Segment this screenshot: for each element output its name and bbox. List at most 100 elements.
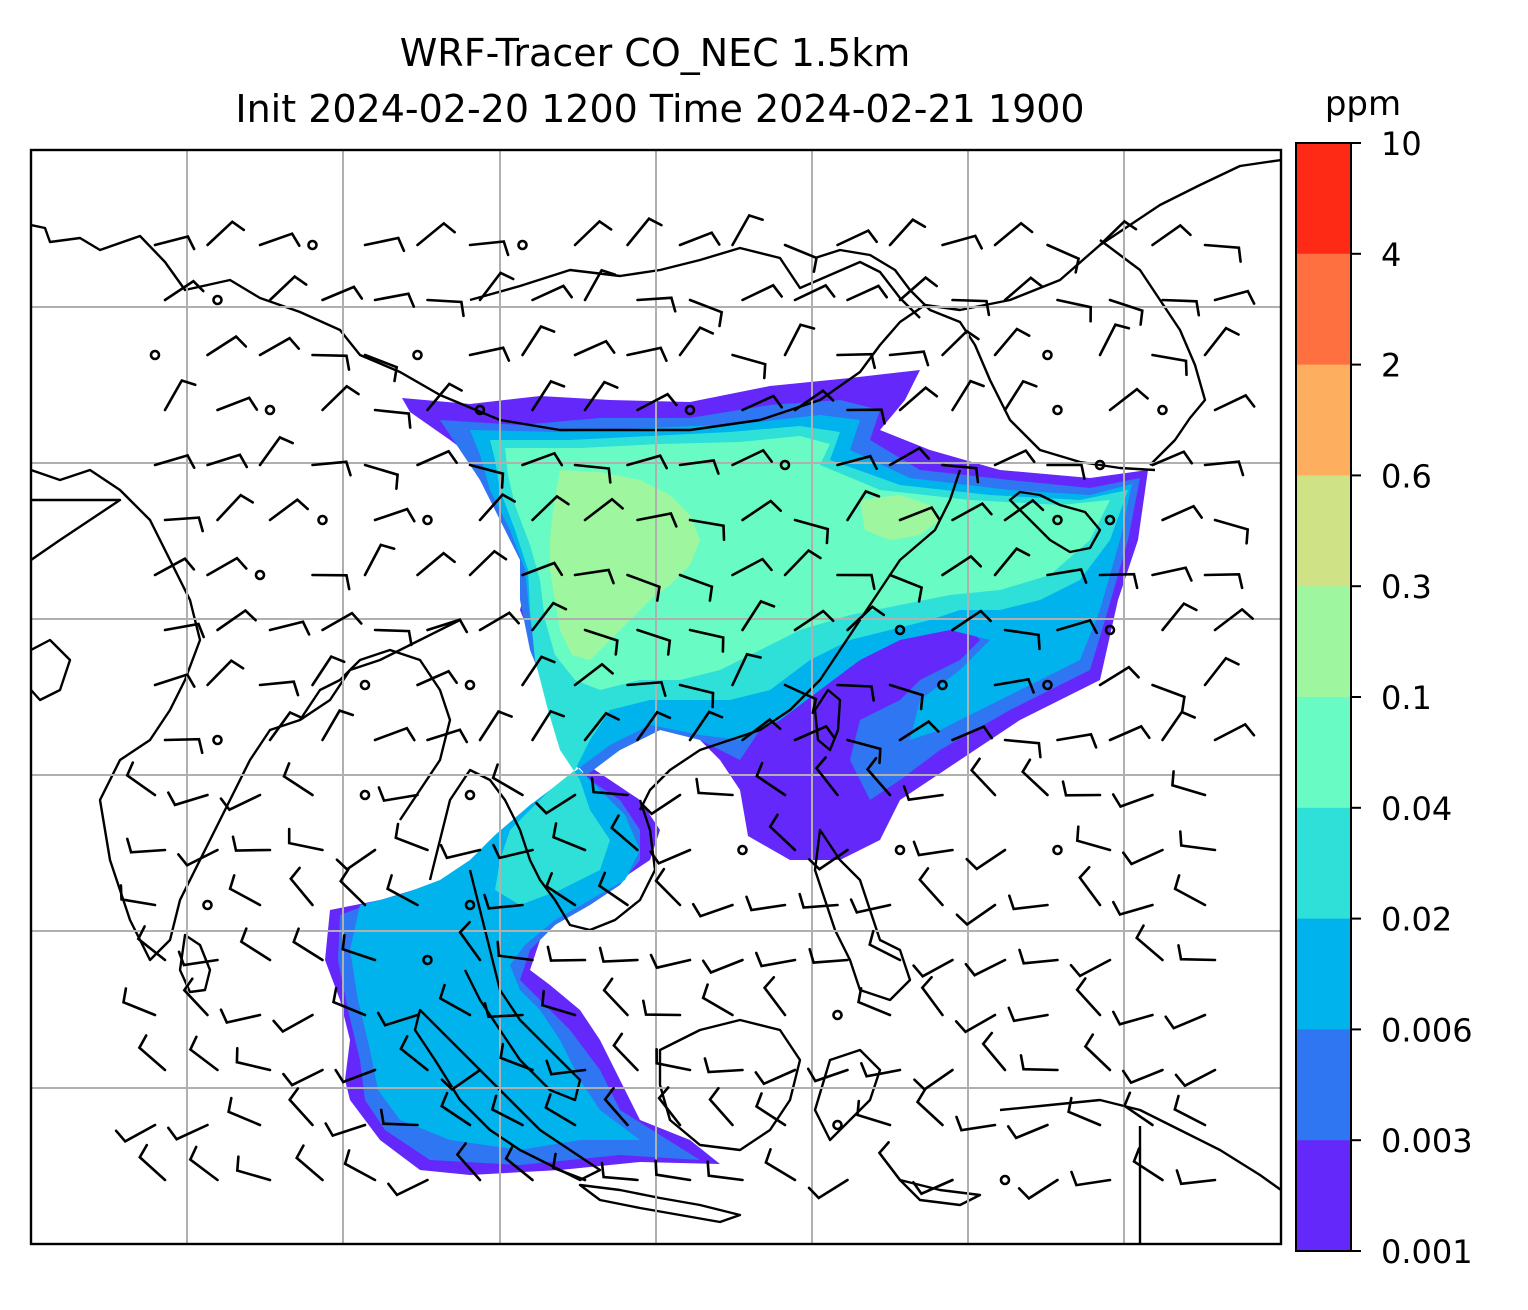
- wind-barb: [239, 927, 272, 962]
- wind-barb: [888, 573, 924, 603]
- wind-barb: [1075, 825, 1112, 852]
- wind-barb: [377, 786, 419, 803]
- wind-barb: [376, 1011, 419, 1027]
- wind-barb: [755, 951, 797, 968]
- wind-barb: [1135, 924, 1164, 962]
- wind-barb: [1075, 977, 1102, 1017]
- wind-barb: [678, 325, 715, 357]
- wind-barb: [783, 683, 818, 715]
- wind-barb: [1021, 758, 1049, 797]
- wind-calm-marker: [1042, 349, 1053, 361]
- wind-barb: [235, 1046, 272, 1072]
- wind-barb: [1083, 1033, 1112, 1072]
- wind-barb: [688, 518, 726, 541]
- wind-barb: [691, 902, 734, 918]
- wind-barb: [258, 336, 301, 357]
- wind-barb: [754, 1068, 797, 1086]
- wind-barb: [754, 1092, 787, 1127]
- wind-calm-marker: [254, 569, 266, 581]
- wind-barb: [920, 975, 944, 1017]
- wind-barb: [288, 1087, 314, 1127]
- wind-barb: [268, 498, 309, 522]
- wind-barb: [1203, 326, 1240, 357]
- wind-barb: [755, 761, 787, 797]
- colorbar-band: [1296, 586, 1351, 698]
- wind-calm-marker: [317, 514, 328, 526]
- wind-barb: [745, 895, 787, 912]
- colorbar-tick-label: 0.04: [1381, 790, 1452, 828]
- wind-barb: [1161, 504, 1203, 522]
- wind-barb: [703, 1057, 744, 1074]
- wind-barb: [1007, 1006, 1049, 1023]
- wind-barb: [416, 551, 456, 577]
- wind-barb: [808, 947, 849, 964]
- wind-calm-marker: [464, 899, 476, 911]
- coastline-borneo: [658, 1018, 802, 1152]
- wind-barb: [1098, 219, 1138, 247]
- wind-barb: [1203, 243, 1242, 263]
- wind-barb: [206, 659, 245, 687]
- wind-barb: [373, 507, 416, 523]
- wind-barb: [898, 719, 940, 742]
- wind-barb: [626, 454, 668, 470]
- wind-barb: [478, 492, 516, 522]
- wind-barb: [1078, 865, 1102, 907]
- wind-barb: [849, 898, 892, 914]
- colorbar-band: [1296, 253, 1351, 366]
- coastline-malay: [463, 869, 582, 1102]
- wind-barb: [741, 599, 776, 632]
- wind-barb: [912, 958, 954, 978]
- wind-barb: [941, 234, 983, 250]
- wind-barb: [468, 346, 511, 362]
- wind-calm-marker: [832, 1009, 843, 1021]
- wind-barb: [706, 1160, 744, 1182]
- island-sri-lanka: [178, 933, 212, 994]
- wind-barb: [177, 848, 219, 867]
- wind-barb: [490, 1094, 524, 1127]
- wind-barb: [216, 493, 254, 522]
- wind-calm-marker: [412, 349, 423, 361]
- wind-barb: [649, 953, 692, 970]
- wind-barb: [877, 1141, 902, 1182]
- wind-calm-marker: [1052, 404, 1063, 416]
- wind-barb: [552, 822, 587, 852]
- wind-barb: [678, 573, 714, 602]
- wind-barb: [545, 1059, 587, 1076]
- wind-barb: [227, 1096, 262, 1127]
- colorbar-band: [1296, 475, 1351, 587]
- colorbar-tick-label: 0.3: [1381, 568, 1432, 606]
- wind-barb: [793, 283, 836, 302]
- wind-barb: [521, 324, 556, 357]
- wind-barb: [898, 386, 939, 412]
- wind-barb: [846, 408, 886, 425]
- wind-barb: [491, 763, 524, 797]
- wind-barb: [762, 976, 787, 1017]
- wind-barb: [573, 662, 614, 687]
- colorbar-tick-label: 0.6: [1381, 457, 1432, 495]
- wind-barb: [1003, 628, 1041, 651]
- wind-barb: [1161, 710, 1196, 742]
- wind-calm-marker: [999, 1174, 1011, 1186]
- wind-barb: [258, 435, 294, 467]
- wind-barb: [153, 453, 196, 469]
- coastline-myanmar: [299, 648, 452, 821]
- wind-barb: [545, 872, 577, 907]
- wind-barb: [1203, 460, 1245, 477]
- wind-calm-marker: [474, 404, 486, 416]
- wind-barb: [324, 1122, 367, 1138]
- wind-barb: [600, 1161, 639, 1182]
- wind-barb: [440, 1068, 482, 1092]
- wind-barb: [496, 940, 534, 962]
- wind-barb: [531, 494, 570, 522]
- wind-barb: [167, 1123, 209, 1141]
- tracer-field-3b: [860, 495, 940, 540]
- wind-barb: [282, 1068, 324, 1087]
- coastline-china-east: [638, 469, 962, 811]
- wind-barb: [636, 710, 672, 742]
- wind-barb: [954, 1013, 997, 1034]
- wind-barb: [1164, 1013, 1207, 1030]
- wind-barb: [1003, 379, 1038, 412]
- wind-barb: [806, 1067, 849, 1083]
- wind-barb: [912, 840, 954, 857]
